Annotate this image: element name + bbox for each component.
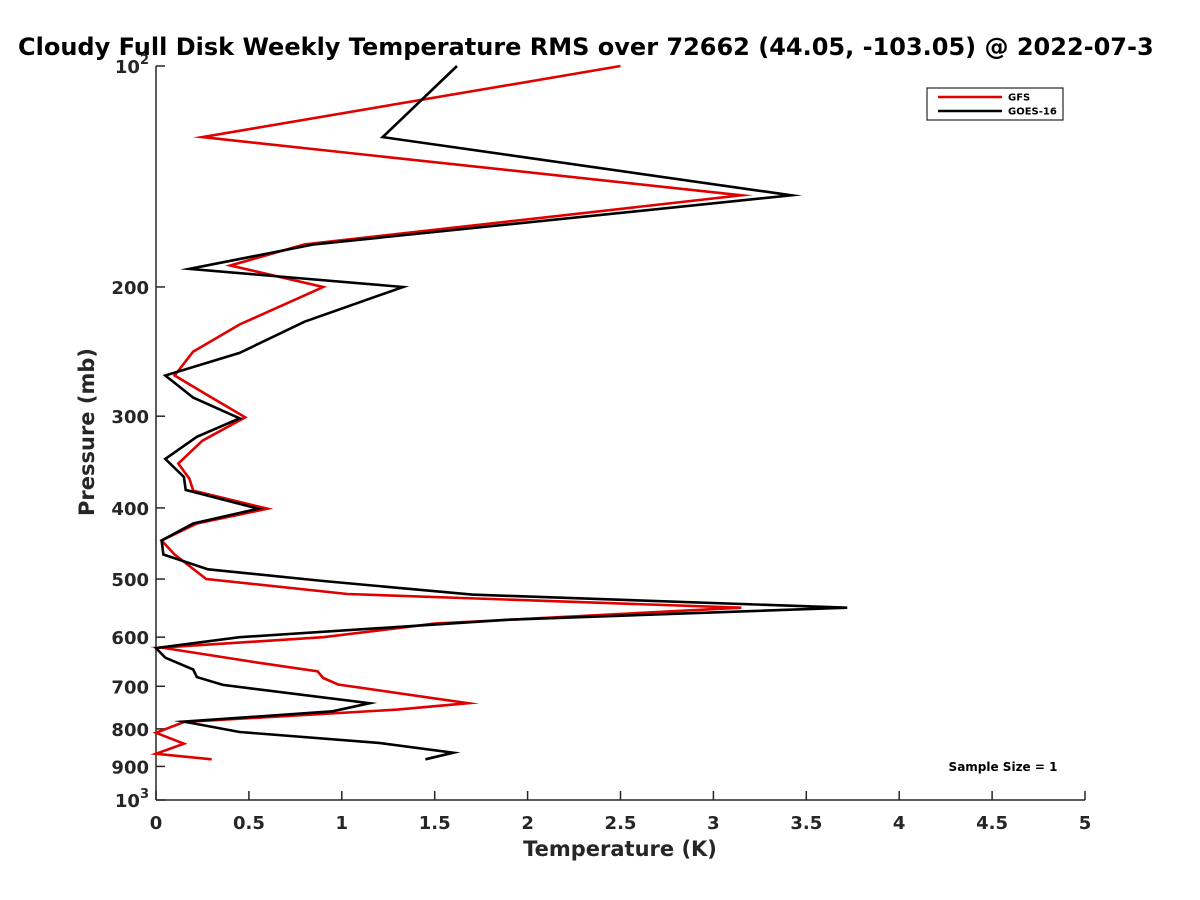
x-tick-label: 5 — [1079, 813, 1092, 834]
sample-size-annotation: Sample Size = 1 — [949, 760, 1058, 774]
x-tick-label: 1 — [336, 813, 349, 834]
y-tick-exponent: 3 — [140, 787, 149, 802]
x-tick-label: 0 — [150, 813, 163, 834]
x-axis-label: Temperature (K) — [523, 837, 717, 861]
legend: GFS GOES-16 — [926, 87, 1064, 121]
y-tick-exponent: 2 — [140, 53, 149, 68]
series-lines — [149, 64, 848, 761]
legend-box — [926, 87, 1064, 121]
y-axis-label: Pressure (mb) — [75, 348, 99, 516]
y-tick-label: 600 — [111, 628, 149, 649]
x-tick-label: 1.5 — [419, 813, 451, 834]
y-tick-label: 500 — [111, 570, 149, 591]
y-tick-label: 400 — [111, 499, 149, 520]
x-tick-label: 4 — [893, 813, 906, 834]
y-tick-label: 300 — [111, 407, 149, 428]
x-tick-label: 2 — [521, 813, 534, 834]
x-tick-label: 0.5 — [233, 813, 265, 834]
legend-label: GFS — [1008, 93, 1030, 104]
y-tick-label: 900 — [111, 757, 149, 778]
x-tick-label: 2.5 — [605, 813, 637, 834]
y-tick-label: 103 — [115, 787, 149, 812]
axis-ticks: 0 0.5 1 1.5 2 2.5 3 3.5 4 4.5 51022003004005006007… — [111, 53, 1091, 834]
series-line-goes-16 — [153, 65, 848, 761]
chart-title: Cloudy Full Disk Weekly Temperature RMS … — [18, 33, 1154, 61]
y-tick-label: 700 — [111, 677, 149, 698]
x-tick-label: 4.5 — [976, 813, 1008, 834]
x-tick-label: 3 — [707, 813, 720, 834]
x-tick-label: 3.5 — [790, 813, 822, 834]
y-tick-base: 10 — [115, 57, 140, 78]
legend-label: GOES-16 — [1008, 107, 1057, 118]
y-tick-label: 200 — [111, 278, 149, 299]
y-tick-base: 10 — [115, 791, 140, 812]
y-tick-label: 800 — [111, 720, 149, 741]
series-line-gfs — [149, 64, 754, 761]
y-tick-label: 102 — [115, 53, 149, 78]
